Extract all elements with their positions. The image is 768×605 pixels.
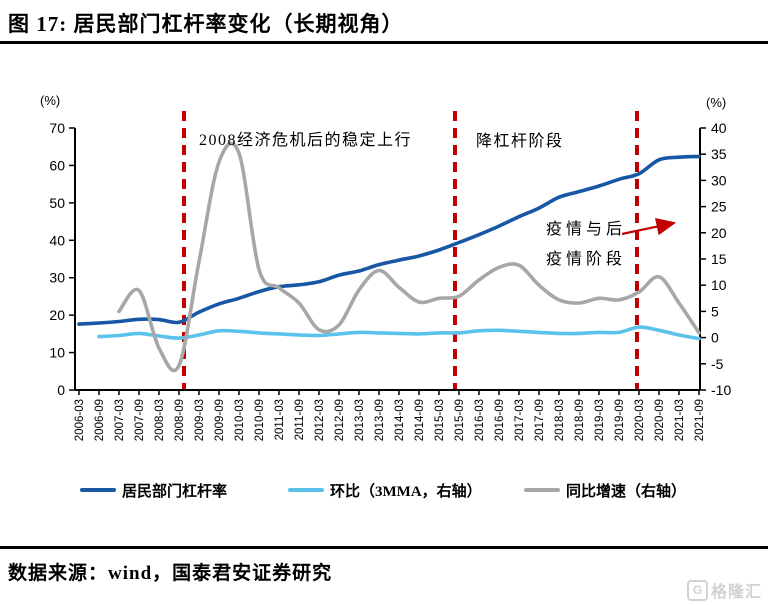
x-axis-tick-label: 2009-03 <box>194 399 206 441</box>
right-axis-tick-label: -5 <box>711 356 724 372</box>
right-axis-tick-label: 20 <box>711 225 727 241</box>
x-axis-tick-label: 2015-09 <box>454 399 466 441</box>
x-axis-tick-label: 2015-03 <box>434 399 446 441</box>
left-axis-unit-label: (%) <box>40 93 61 108</box>
right-axis-tick-label: 25 <box>711 199 727 215</box>
left-axis-tick-label: 70 <box>49 120 65 136</box>
left-axis-tick-label: 40 <box>49 232 65 248</box>
right-axis-tick-label: 5 <box>711 303 719 319</box>
annotation-deleveraging-phase: 降杠杆阶段 <box>476 133 564 150</box>
right-axis-tick-label: 30 <box>711 172 727 188</box>
right-axis-tick-label: 15 <box>711 251 727 267</box>
leverage-ratio-chart: 7060504030201004035302520151050-5-102006… <box>49 111 731 441</box>
right-axis-tick-label: 35 <box>711 146 727 162</box>
x-axis-tick-label: 2020-03 <box>634 399 646 441</box>
legend-label-leverage-ratio: 居民部门杠杆率 <box>122 483 228 500</box>
legend-label-mom-3mma: 环比（3MMA，右轴） <box>330 483 482 500</box>
trend-arrow-icon <box>621 218 677 236</box>
annotation-pandemic-line1: 疫情与后 <box>546 221 627 238</box>
gelonghui-logo-text: 格隆汇 <box>710 584 762 601</box>
right-axis-tick-label: -10 <box>711 382 731 398</box>
legend-item-leverage-ratio: 居民部门杠杆率 <box>80 481 228 500</box>
annotation-pandemic-line2: 疫情阶段 <box>546 251 627 268</box>
annotation-pandemic-phase: 疫情与后 疫情阶段 <box>546 215 626 275</box>
legend-swatch-yoy-growth <box>524 488 560 492</box>
x-axis-tick-label: 2014-09 <box>414 399 426 441</box>
x-axis-tick-label: 2011-09 <box>294 399 306 440</box>
series-line-0 <box>77 154 701 326</box>
legend-swatch-mom-3mma <box>288 488 324 492</box>
x-axis-tick-label: 2019-03 <box>594 399 606 441</box>
x-axis-tick-label: 2011-03 <box>274 399 286 440</box>
title-divider <box>0 41 768 44</box>
left-axis-tick-label: 60 <box>49 157 65 173</box>
x-axis-tick-label: 2007-09 <box>134 399 146 441</box>
x-axis-tick-label: 2009-09 <box>214 399 226 441</box>
right-axis-tick-label: 40 <box>711 120 727 136</box>
left-axis-tick-label: 50 <box>49 195 65 211</box>
left-axis-tick-label: 30 <box>49 270 65 286</box>
x-axis-tick-label: 2017-09 <box>534 399 546 441</box>
annotation-post-2008-uptrend: 2008经济危机后的稳定上行 <box>199 132 413 149</box>
x-axis-tick-label: 2017-03 <box>514 399 526 441</box>
x-axis-tick-label: 2008-03 <box>154 399 166 441</box>
x-axis-tick-label: 2016-09 <box>494 399 506 441</box>
figure-title: 图 17: 居民部门杠杆率变化（长期视角） <box>8 12 404 36</box>
x-axis-tick-label: 2018-09 <box>574 399 586 441</box>
right-axis-unit-label: (%) <box>706 95 727 110</box>
x-axis-tick-label: 2018-03 <box>554 399 566 441</box>
x-axis-tick-label: 2013-09 <box>374 399 386 441</box>
x-axis-tick-label: 2013-03 <box>354 399 366 441</box>
right-axis-tick-label: 0 <box>711 330 719 346</box>
left-axis-tick-label: 10 <box>49 345 65 361</box>
x-axis-tick-label: 2021-09 <box>694 399 706 441</box>
x-axis-tick-label: 2008-09 <box>174 399 186 441</box>
legend-label-yoy-growth: 同比增速（右轴） <box>566 483 687 500</box>
x-axis-tick-label: 2020-09 <box>654 399 666 441</box>
x-axis-tick-label: 2010-03 <box>234 399 246 441</box>
x-axis-tick-label: 2012-09 <box>334 399 346 441</box>
legend-item-mom-3mma: 环比（3MMA，右轴） <box>288 481 482 500</box>
series-line-1 <box>97 325 701 341</box>
x-axis-tick-label: 2021-03 <box>674 399 686 441</box>
x-axis-tick-label: 2014-03 <box>394 399 406 441</box>
x-axis-tick-label: 2019-09 <box>614 399 626 441</box>
data-source-note: 数据来源：wind，国泰君安证券研究 <box>8 563 333 584</box>
gelonghui-logo: G 格隆汇 <box>686 578 762 602</box>
x-axis-tick-label: 2010-09 <box>254 399 266 441</box>
legend-swatch-leverage-ratio <box>80 488 116 492</box>
right-axis-tick-label: 10 <box>711 277 727 293</box>
legend-item-yoy-growth: 同比增速（右轴） <box>524 481 687 500</box>
footer-divider <box>0 546 768 549</box>
chart-legend: 居民部门杠杆率 环比（3MMA，右轴） 同比增速（右轴） <box>0 481 768 501</box>
left-axis-tick-label: 20 <box>49 307 65 323</box>
x-axis-tick-label: 2006-03 <box>74 399 86 441</box>
x-axis-tick-label: 2012-03 <box>314 399 326 441</box>
x-axis-tick-label: 2006-09 <box>94 399 106 441</box>
left-axis-tick-label: 0 <box>57 382 65 398</box>
series-line-2 <box>117 141 701 373</box>
x-axis-tick-label: 2007-03 <box>114 399 126 441</box>
x-axis-tick-label: 2016-03 <box>474 399 486 441</box>
gelonghui-logo-g-icon: G <box>686 579 708 601</box>
